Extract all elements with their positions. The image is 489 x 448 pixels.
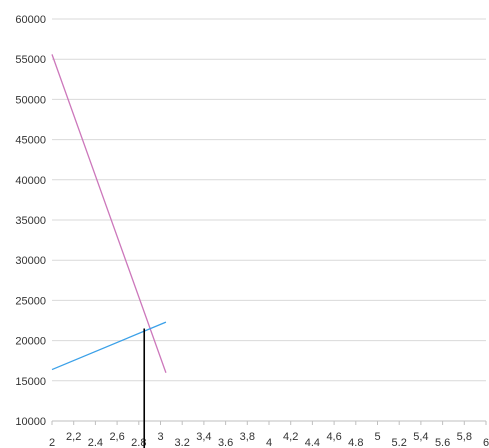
x-tick-label: 3 bbox=[157, 431, 163, 443]
x-tick-label: 2.8 bbox=[131, 437, 146, 448]
series-line-1 bbox=[51, 54, 167, 373]
x-tick-label: 5 bbox=[374, 431, 380, 443]
x-tick-label: 5.6 bbox=[435, 437, 450, 448]
y-tick-label: 25000 bbox=[15, 295, 46, 307]
y-tick-labels: 10000 15000 20000 25000 30000 35000 40000 45000… bbox=[15, 14, 46, 428]
series-line-2 bbox=[51, 321, 167, 371]
y-tick-label: 10000 bbox=[15, 416, 46, 428]
y-tick-label: 15000 bbox=[15, 376, 46, 388]
x-tick-labels: 2 2,2 2.4 2,6 2.8 3 3.2 3,4 3.6 3,8 4 4,2 4.4 4,6 4.8 5… bbox=[49, 431, 489, 448]
x-tick-label: 2 bbox=[49, 437, 55, 448]
x-tick-label: 4.8 bbox=[348, 437, 363, 448]
x-tick-label: 3,4 bbox=[196, 431, 211, 443]
series-lines bbox=[51, 54, 167, 448]
x-tick-label: 3.6 bbox=[218, 437, 233, 448]
x-tick-label: 3.2 bbox=[175, 437, 190, 448]
x-tick-label: 2,2 bbox=[66, 431, 81, 443]
x-tick-label: 3,8 bbox=[240, 431, 255, 443]
x-tick-label: 4,2 bbox=[283, 431, 298, 443]
y-tick-label: 35000 bbox=[15, 215, 46, 227]
x-tick-label: 5,4 bbox=[413, 431, 428, 443]
x-tick-label: 5.2 bbox=[392, 437, 407, 448]
x-tick-label: 4,6 bbox=[326, 431, 341, 443]
x-tick-label: 5,8 bbox=[457, 431, 472, 443]
x-tick-label: 2.4 bbox=[88, 437, 103, 448]
y-tick-label: 40000 bbox=[15, 175, 46, 187]
y-tick-label: 60000 bbox=[15, 14, 46, 26]
x-tick-label: 6 bbox=[483, 437, 489, 448]
x-tick-label: 2,6 bbox=[109, 431, 124, 443]
y-tick-label: 20000 bbox=[15, 336, 46, 348]
x-tick-label: 4 bbox=[266, 437, 272, 448]
x-tick-label: 4.4 bbox=[305, 437, 320, 448]
y-tick-label: 50000 bbox=[15, 94, 46, 106]
axes bbox=[51, 420, 487, 425]
y-tick-label: 30000 bbox=[15, 255, 46, 267]
y-tick-label: 45000 bbox=[15, 135, 46, 147]
grid-lines bbox=[52, 18, 486, 382]
y-tick-label: 55000 bbox=[15, 54, 46, 66]
